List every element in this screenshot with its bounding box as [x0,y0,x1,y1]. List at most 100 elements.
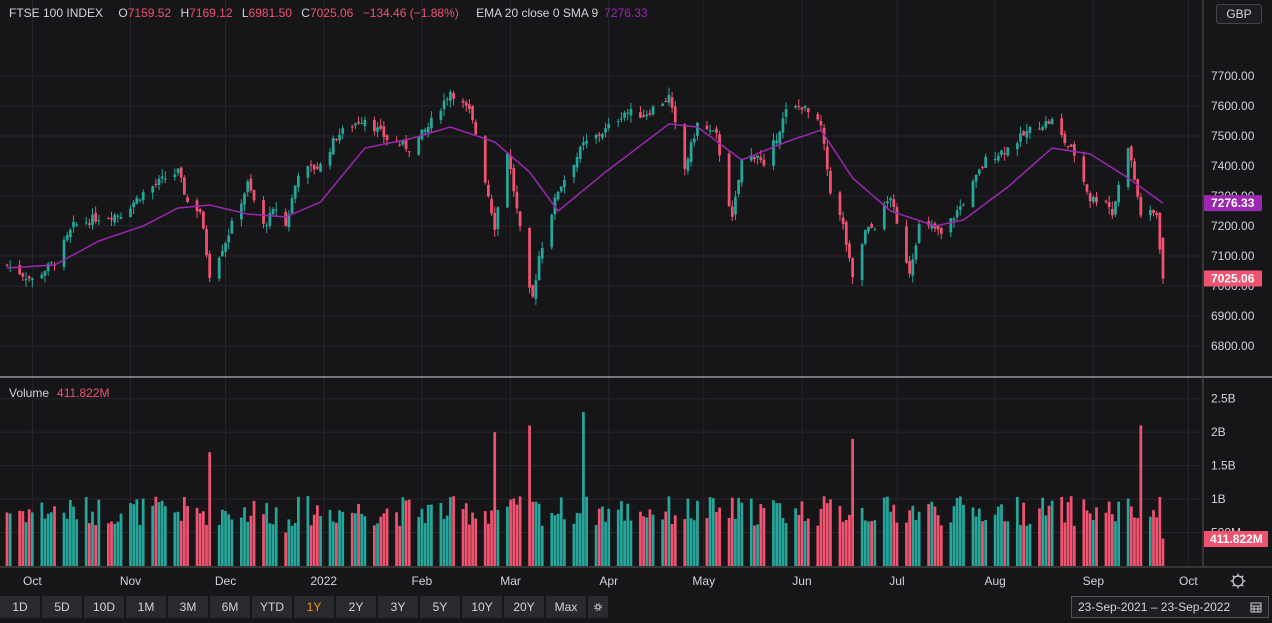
volume-bar [952,506,956,566]
range-button-1y[interactable]: 1Y [294,596,334,618]
volume-bar [506,506,509,566]
volume-bar [1006,521,1010,566]
volume-bar [154,496,158,566]
range-settings-button[interactable] [588,596,608,618]
candle [297,172,300,192]
candle-body [673,106,677,123]
volume-bar [21,511,25,566]
volume-bar [715,512,718,566]
range-button-1m[interactable]: 1M [126,596,166,618]
volume-bar [27,509,31,566]
candle-body [692,138,696,143]
candle-body [328,151,332,166]
candle-body [287,214,291,228]
candle-body [971,181,975,208]
candle-body [825,146,829,170]
candle-body [49,262,53,264]
range-button-ytd[interactable]: YTD [252,596,292,618]
volume-bar [293,522,297,566]
candle-body [284,212,288,226]
chart-settings-icon[interactable] [1230,573,1246,589]
range-button-2y[interactable]: 2Y [336,596,376,618]
range-button-max[interactable]: Max [546,596,586,618]
candle [382,121,386,144]
range-button-3m[interactable]: 3M [168,596,208,618]
volume-bar [335,522,338,566]
candle [575,152,579,173]
candle [1095,192,1098,207]
time-tick-label: Feb [412,574,433,588]
range-button-5d[interactable]: 5D [42,596,82,618]
candle-body [265,225,269,227]
volume-bar [749,498,753,566]
date-range-picker[interactable]: 23-Sep-2021 – 23-Sep-2022 [1071,596,1269,618]
candle-body [905,226,908,263]
volume-bar [825,503,829,566]
volume-bar [252,500,256,566]
range-button-3y[interactable]: 3Y [378,596,418,618]
candle-body [398,144,402,146]
volume-bar [664,511,668,566]
candle-body [208,253,212,278]
range-button-10d[interactable]: 10D [84,596,124,618]
volume-bar [230,519,234,566]
volume-bar [642,516,645,566]
candle-body [889,198,892,201]
candle [772,133,775,171]
symbol-name: FTSE 100 INDEX [9,6,104,20]
candle-body [173,174,177,178]
candle [616,118,620,128]
candle [5,263,9,267]
candle [309,160,313,173]
range-button-6m[interactable]: 6M [210,596,250,618]
range-button-5y[interactable]: 5Y [420,596,460,618]
candle-body [290,198,294,214]
candle [243,192,246,212]
candle [179,166,183,183]
volume-bar [1107,501,1111,566]
open-value: 7159.52 [127,6,172,20]
candle [373,116,376,136]
candle [1126,147,1130,191]
candle [173,168,177,181]
candle-body [1088,193,1092,202]
range-button-10y[interactable]: 10Y [462,596,502,618]
candle-body [873,229,877,231]
volume-bar [604,521,607,566]
candle-body [518,211,522,227]
range-button-1d[interactable]: 1D [0,596,40,618]
candle [816,111,820,122]
candle [262,196,265,229]
candle-body [1095,197,1098,203]
volume-bar [616,509,620,566]
volume-bar [1025,525,1029,566]
candle-body [1003,153,1007,155]
candle [863,229,867,246]
volume-bar [708,497,712,566]
range-button-20y[interactable]: 20Y [504,596,544,618]
volume-bar [312,514,316,566]
candle [1038,121,1041,130]
date-to: 23-Sep-2022 [1160,600,1231,614]
volume-bar [556,513,560,566]
candle [563,175,566,194]
axes: 6800.006900.007000.007100.007200.007300.… [0,0,1272,589]
candle-body [30,278,34,280]
candle [49,261,53,265]
volume-bar [249,515,253,566]
volume-bar [113,523,117,566]
candle-body [563,180,566,188]
candle [68,227,72,243]
candle-body [645,114,649,117]
candle-body [46,263,50,272]
high-value: 7169.12 [189,6,233,20]
volume-bar [30,512,34,566]
candle-body [1139,197,1143,216]
candle-body [844,222,848,246]
candle-body [24,279,28,281]
volume-bar [1015,497,1019,566]
volume-bar [1117,501,1121,566]
currency-selector[interactable]: GBP [1216,4,1262,24]
volume-bar [224,511,227,566]
volume-bar [496,509,500,566]
